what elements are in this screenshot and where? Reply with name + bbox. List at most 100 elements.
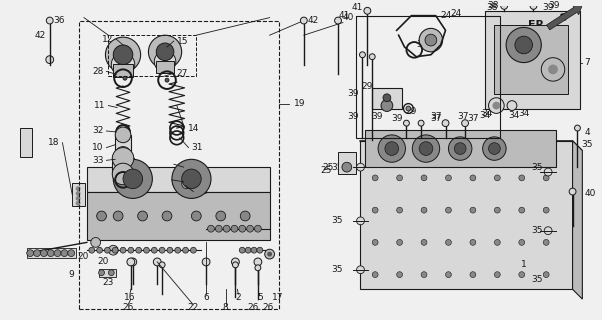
Circle shape bbox=[372, 207, 378, 213]
Text: 38: 38 bbox=[488, 1, 499, 10]
Circle shape bbox=[492, 102, 500, 109]
Circle shape bbox=[425, 34, 436, 46]
Polygon shape bbox=[359, 141, 582, 150]
Circle shape bbox=[372, 175, 378, 181]
Circle shape bbox=[397, 239, 403, 245]
Bar bbox=[359, 141, 573, 289]
Circle shape bbox=[569, 188, 576, 195]
Text: 34: 34 bbox=[518, 109, 529, 118]
Circle shape bbox=[182, 169, 201, 188]
Circle shape bbox=[455, 143, 466, 155]
Circle shape bbox=[159, 247, 165, 253]
Circle shape bbox=[255, 265, 261, 271]
Text: 29: 29 bbox=[362, 82, 373, 91]
Circle shape bbox=[251, 247, 257, 253]
Circle shape bbox=[76, 191, 81, 196]
Circle shape bbox=[245, 247, 251, 253]
Circle shape bbox=[48, 250, 54, 257]
Text: 37: 37 bbox=[430, 112, 441, 121]
Circle shape bbox=[108, 245, 118, 255]
Circle shape bbox=[167, 247, 173, 253]
Text: 26: 26 bbox=[247, 303, 259, 312]
Circle shape bbox=[120, 130, 125, 134]
Text: 39: 39 bbox=[391, 114, 402, 123]
Circle shape bbox=[68, 250, 75, 257]
Text: 19: 19 bbox=[294, 99, 306, 108]
Text: 15: 15 bbox=[177, 36, 188, 45]
Text: 6: 6 bbox=[203, 292, 209, 302]
Bar bbox=[79, 20, 279, 309]
Text: 8: 8 bbox=[223, 303, 229, 312]
Text: 31: 31 bbox=[191, 143, 203, 152]
Circle shape bbox=[421, 272, 427, 277]
Circle shape bbox=[40, 250, 48, 257]
Circle shape bbox=[216, 225, 222, 232]
Text: 20: 20 bbox=[78, 252, 89, 260]
Circle shape bbox=[418, 120, 424, 126]
Circle shape bbox=[300, 17, 307, 24]
Text: 4: 4 bbox=[585, 128, 590, 137]
Circle shape bbox=[202, 258, 210, 266]
Circle shape bbox=[543, 207, 549, 213]
Text: 37: 37 bbox=[430, 114, 441, 123]
Circle shape bbox=[372, 272, 378, 277]
Circle shape bbox=[397, 175, 403, 181]
Circle shape bbox=[157, 43, 174, 60]
Bar bbox=[365, 130, 556, 167]
Circle shape bbox=[543, 175, 549, 181]
Circle shape bbox=[91, 237, 101, 247]
Circle shape bbox=[113, 163, 134, 185]
Bar bbox=[372, 88, 402, 109]
Bar bbox=[356, 16, 500, 138]
Circle shape bbox=[448, 137, 472, 160]
Text: 25: 25 bbox=[321, 165, 332, 175]
Text: 40: 40 bbox=[342, 13, 353, 22]
Circle shape bbox=[76, 196, 81, 201]
Circle shape bbox=[470, 207, 476, 213]
Circle shape bbox=[46, 17, 53, 24]
Polygon shape bbox=[573, 141, 582, 299]
Text: 36: 36 bbox=[54, 16, 65, 25]
Circle shape bbox=[543, 239, 549, 245]
Circle shape bbox=[254, 258, 262, 266]
Text: 38: 38 bbox=[486, 3, 498, 12]
Bar bbox=[87, 192, 270, 240]
Circle shape bbox=[239, 225, 246, 232]
Circle shape bbox=[519, 272, 525, 277]
Circle shape bbox=[494, 272, 500, 277]
Polygon shape bbox=[87, 167, 270, 192]
Text: 37: 37 bbox=[467, 114, 479, 123]
Text: 11: 11 bbox=[94, 101, 105, 110]
Circle shape bbox=[548, 65, 558, 74]
Circle shape bbox=[342, 162, 352, 172]
Circle shape bbox=[397, 272, 403, 277]
Circle shape bbox=[208, 225, 214, 232]
Bar bbox=[108, 35, 196, 76]
Text: 24: 24 bbox=[450, 9, 462, 18]
Bar bbox=[113, 158, 134, 174]
Text: 20: 20 bbox=[97, 257, 108, 267]
Text: 42: 42 bbox=[34, 31, 46, 40]
Bar bbox=[338, 152, 356, 174]
Circle shape bbox=[247, 225, 253, 232]
Text: 13: 13 bbox=[187, 163, 198, 172]
Circle shape bbox=[97, 247, 102, 253]
Circle shape bbox=[412, 135, 439, 162]
Bar bbox=[72, 183, 85, 206]
Text: 9: 9 bbox=[69, 270, 74, 279]
Text: 10: 10 bbox=[92, 143, 104, 152]
Circle shape bbox=[172, 159, 211, 198]
Circle shape bbox=[190, 247, 196, 253]
Bar bbox=[113, 64, 133, 77]
FancyArrow shape bbox=[547, 5, 582, 30]
Bar bbox=[20, 128, 32, 157]
Circle shape bbox=[515, 36, 533, 54]
Circle shape bbox=[162, 211, 172, 221]
Text: 26: 26 bbox=[262, 303, 273, 312]
Circle shape bbox=[470, 175, 476, 181]
Text: 34: 34 bbox=[481, 109, 492, 118]
Text: 30: 30 bbox=[416, 40, 427, 50]
Circle shape bbox=[369, 54, 375, 60]
Text: 18: 18 bbox=[48, 138, 60, 147]
Circle shape bbox=[421, 175, 427, 181]
